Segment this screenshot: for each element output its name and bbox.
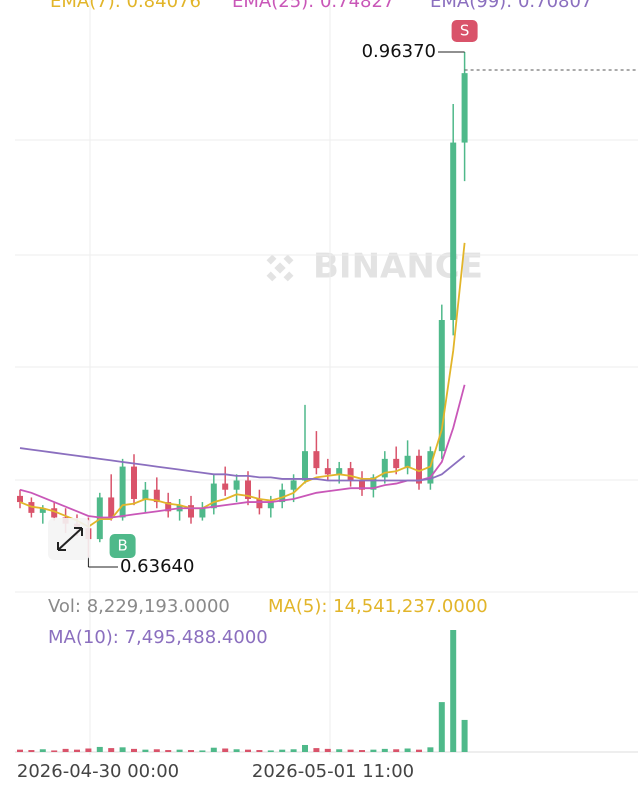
volume-bar (438, 702, 445, 752)
volume-bar (256, 750, 263, 752)
candle-body (142, 489, 149, 499)
sell-badge (451, 20, 478, 42)
volume-bar (176, 749, 183, 752)
volume-bar (279, 749, 286, 752)
x-tick-label: 2026-04-30 00:00 (17, 761, 179, 782)
candle-body (210, 483, 217, 509)
volume-bar (85, 748, 92, 752)
candle-body (336, 468, 343, 475)
ema-legend: EMA(99): 0.70807 (430, 0, 592, 12)
ema-line (19, 447, 466, 482)
candle-body (222, 483, 229, 490)
candle-body (245, 480, 251, 499)
volume-bar (131, 748, 137, 752)
candle-body (279, 489, 286, 503)
ema-line (19, 384, 466, 519)
volume-bar (222, 748, 229, 752)
volume-bar (427, 747, 434, 752)
volume-bar (142, 749, 149, 752)
candle-body (119, 466, 126, 518)
candle-body (17, 495, 23, 503)
candle-body (404, 455, 411, 469)
volume-bar (267, 750, 274, 752)
volume-bar (347, 749, 354, 752)
volume-bar (381, 748, 388, 752)
volume-bar (51, 750, 58, 752)
volume-bar (324, 748, 331, 752)
volume-bar (245, 749, 251, 752)
grid (15, 0, 638, 755)
candle-body (108, 497, 115, 518)
volume-bar (17, 749, 23, 752)
volume-bar (188, 750, 194, 752)
volume-bar (96, 746, 103, 752)
candle-body (438, 320, 445, 452)
price-high-label: 0.96370 (362, 41, 436, 62)
candle-body (199, 508, 206, 518)
ema-legend: EMA(25): 0.74827 (232, 0, 394, 12)
candle-body (233, 480, 240, 490)
volume-bar (370, 749, 377, 752)
volume-bar (62, 748, 69, 752)
ema-line (19, 242, 466, 528)
volume-bar (416, 749, 422, 752)
volume-bar (199, 750, 206, 752)
candle-body (39, 508, 46, 513)
volume-bar (461, 719, 468, 752)
volume-bar (359, 750, 365, 752)
candle-body (381, 458, 388, 478)
volume-bar (74, 749, 80, 752)
ma5-legend: MA(5): 14,541,237.0000 (268, 596, 488, 617)
volume-legend: Vol: 8,229,193.0000 (48, 596, 230, 617)
volume-bar (233, 749, 240, 752)
volume-bar (210, 747, 217, 752)
candle-body (290, 480, 297, 490)
candle-body (131, 466, 137, 499)
buy-marker: B (117, 537, 127, 555)
sell-marker: S (460, 22, 470, 40)
price-low-label: 0.63640 (120, 556, 194, 577)
candle-body (165, 502, 172, 512)
volume-bar (119, 747, 126, 752)
candle-body (188, 505, 194, 518)
ema-legend: EMA(7): 0.84076 (50, 0, 201, 12)
watermark-text: BINANCE (313, 247, 483, 287)
watermark: BINANCE (266, 247, 483, 287)
expand-icon[interactable] (57, 527, 83, 551)
candle-body (393, 458, 400, 469)
candle-body (267, 502, 274, 509)
volume-bar (108, 748, 115, 752)
volume-bar (450, 630, 457, 752)
buy-badge (109, 534, 136, 558)
expand-button[interactable] (48, 518, 90, 560)
volume-bar (313, 748, 320, 752)
candle-body (359, 480, 365, 490)
candle-body (461, 73, 468, 143)
candle-body (450, 142, 457, 321)
volume-bar (165, 750, 172, 752)
volume-bar (290, 749, 297, 752)
watermark-logo (266, 254, 294, 282)
volume-bar (404, 748, 411, 752)
candle-body (302, 451, 308, 481)
marks: 0.96370 0.63640 S B (17, 20, 636, 752)
candle-body (313, 451, 320, 469)
candle-body (51, 508, 58, 518)
volume-bar (393, 749, 400, 752)
x-tick-label: 2026-05-01 11:00 (252, 761, 414, 782)
candle-body (347, 468, 354, 481)
candle-body (153, 489, 160, 503)
candle-body (256, 498, 263, 509)
candle-body (370, 477, 377, 490)
volume-bar (39, 749, 46, 752)
volume-bar (302, 744, 308, 752)
candle-body (324, 468, 331, 475)
volume-bar (336, 749, 343, 752)
ma10-legend: MA(10): 7,495,488.4000 (48, 627, 268, 648)
candle-body (416, 455, 422, 484)
volume-bar (28, 750, 35, 752)
volume-bar (153, 749, 160, 752)
